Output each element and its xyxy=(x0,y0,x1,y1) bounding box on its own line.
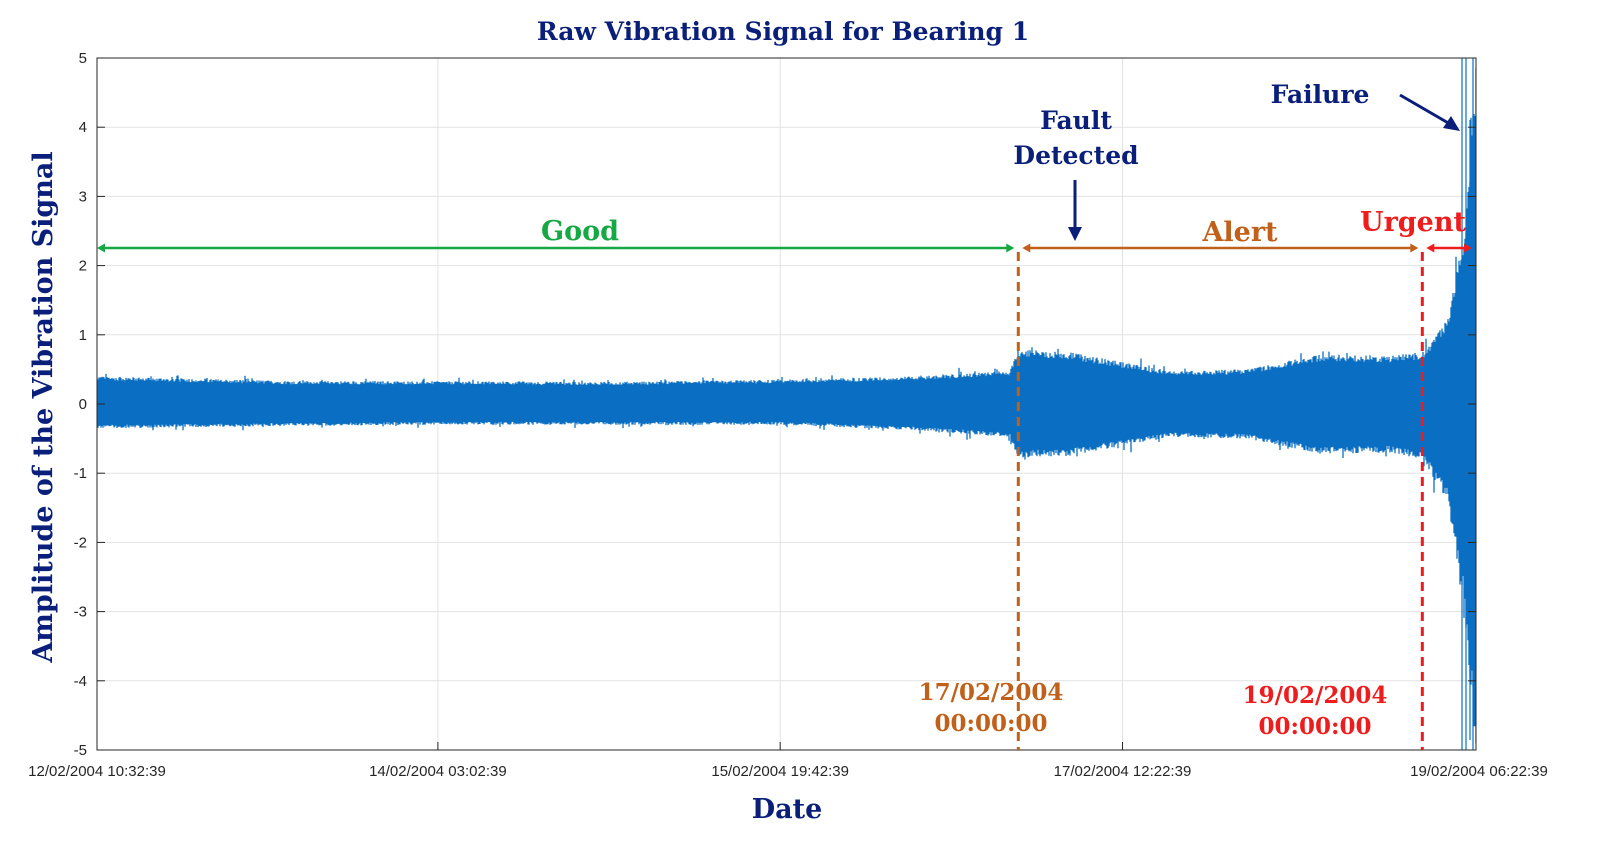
y-tick-label: 5 xyxy=(79,50,87,67)
chart-title: Raw Vibration Signal for Bearing 1 xyxy=(537,17,1029,46)
y-axis-label: Amplitude of the Vibration Signal xyxy=(28,151,59,663)
x-tick-label: 12/02/2004 10:32:39 xyxy=(28,763,166,780)
x-tick-label: 19/02/2004 06:22:39 xyxy=(1410,763,1548,780)
threshold-time: 00:00:00 xyxy=(934,710,1047,737)
fault-arrowhead xyxy=(1068,227,1082,241)
y-tick-label: -5 xyxy=(74,742,87,759)
fault-annotation-line1: Fault xyxy=(1040,106,1112,135)
y-tick-label: 2 xyxy=(79,258,87,275)
y-tick-label: -3 xyxy=(74,604,87,621)
threshold-time: 00:00:00 xyxy=(1258,713,1371,740)
region-label-urgent: Urgent xyxy=(1360,207,1466,238)
region-arrowhead xyxy=(1426,243,1435,253)
region-arrowhead xyxy=(97,243,105,253)
y-tick-label: -4 xyxy=(74,673,87,690)
region-label-good: Good xyxy=(541,216,619,247)
failure-arrow xyxy=(1399,93,1451,126)
x-tick-label: 15/02/2004 19:42:39 xyxy=(711,763,849,780)
region-arrowhead xyxy=(1464,243,1472,253)
y-tick-label: 4 xyxy=(79,119,87,136)
region-arrowhead xyxy=(1022,243,1031,253)
failure-annotation: Failure xyxy=(1271,80,1370,109)
region-arrowhead xyxy=(1410,243,1419,253)
y-tick-label: -2 xyxy=(74,534,87,551)
x-tick-label: 17/02/2004 12:22:39 xyxy=(1054,763,1192,780)
y-tick-label: -1 xyxy=(74,465,87,482)
region-arrowhead xyxy=(1006,243,1015,253)
threshold-date: 19/02/2004 xyxy=(1243,682,1388,709)
region-label-alert: Alert xyxy=(1201,217,1278,248)
x-axis-label: Date xyxy=(752,794,823,825)
failure-arrowhead xyxy=(1443,116,1460,131)
y-tick-label: 0 xyxy=(79,396,87,413)
y-tick-label: 1 xyxy=(79,327,87,344)
x-tick-label: 14/02/2004 03:02:39 xyxy=(369,763,507,780)
threshold-date: 17/02/2004 xyxy=(919,679,1064,706)
fault-annotation-line2: Detected xyxy=(1013,141,1138,170)
y-tick-label: 3 xyxy=(79,188,87,205)
